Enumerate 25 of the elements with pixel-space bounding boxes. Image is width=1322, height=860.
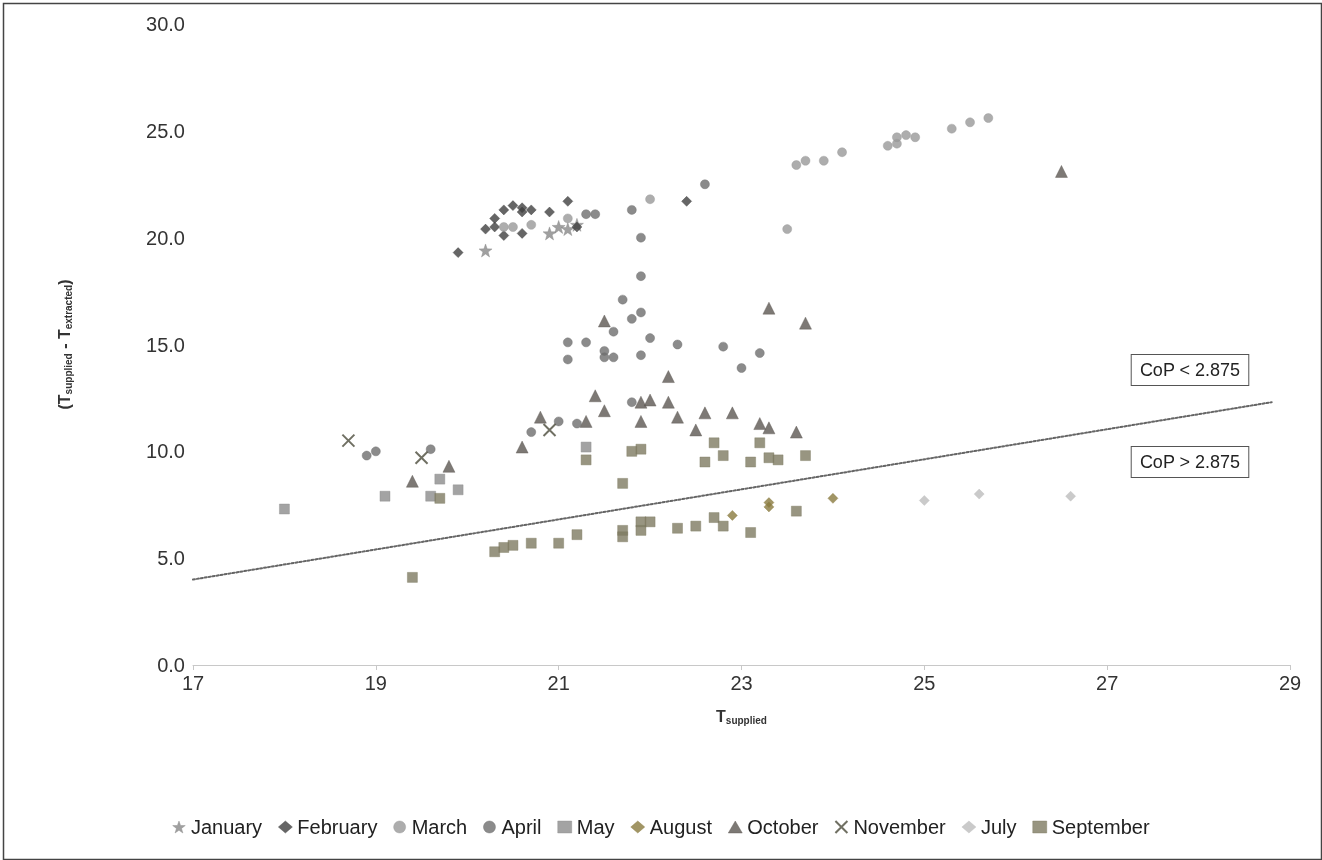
x-tick-label: 23 — [730, 672, 753, 694]
legend-label: May — [576, 816, 615, 838]
y-tick-label: 5.0 — [157, 547, 185, 570]
legend-label: February — [297, 816, 378, 838]
legend-label: August — [649, 816, 713, 838]
x-tick-label: 29 — [1278, 672, 1302, 694]
x-tick-label: 21 — [547, 672, 570, 694]
y-tick-label: 25.0 — [146, 119, 185, 142]
annotation: CoP < 2.875 — [1139, 360, 1241, 380]
x-tick-label: 25 — [913, 672, 936, 694]
annotation: CoP > 2.875 — [1139, 452, 1241, 472]
legend-label: January — [190, 816, 263, 838]
y-tick-label: 20.0 — [146, 226, 185, 249]
y-tick-label: 15.0 — [146, 333, 185, 356]
x-tick-label: 19 — [364, 672, 387, 694]
legend-label: July — [980, 816, 1017, 838]
legend-label: March — [411, 816, 468, 838]
legend-label: April — [501, 816, 542, 838]
legend-label: September — [1051, 816, 1150, 838]
legend-label: November — [853, 816, 947, 838]
legend-label: October — [747, 816, 819, 838]
x-tick-label: 27 — [1096, 672, 1119, 694]
y-tick-label: 30.0 — [146, 13, 185, 35]
y-tick-label: 10.0 — [146, 440, 185, 463]
y-axis-title: (Tsupplied - Textracted) — [55, 279, 74, 410]
